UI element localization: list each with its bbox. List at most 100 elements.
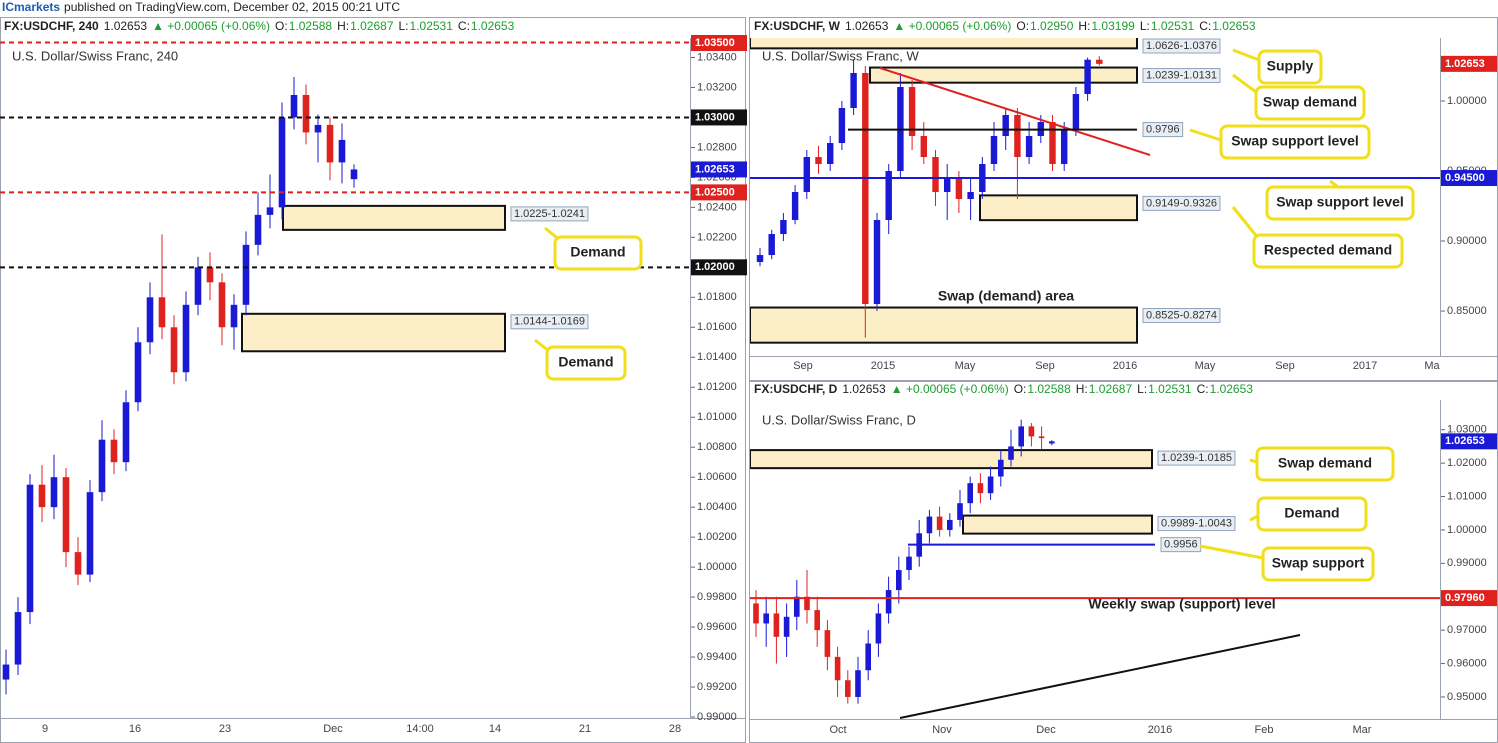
- callout-connector: [1232, 48, 1260, 62]
- y-tick-label: 1.00000: [1447, 95, 1487, 107]
- callout-connector: [1231, 206, 1260, 239]
- candle-body: [873, 220, 881, 305]
- callout-box: [1257, 49, 1323, 85]
- y-tick-label: 1.01000: [1447, 490, 1487, 502]
- candle-body: [895, 570, 902, 591]
- zone-label-box: [510, 314, 589, 330]
- callout-text: Swap demand: [1278, 455, 1372, 471]
- price-change: ▲ +0.00065 (+0.06%): [152, 19, 270, 33]
- publisher: ICmarkets: [2, 0, 60, 14]
- candle-body: [987, 476, 994, 494]
- y-tick-label: 0.85000: [1447, 305, 1487, 317]
- candle-body: [768, 234, 775, 256]
- zone: [962, 514, 1153, 535]
- y-tick-label: 1.03200: [697, 81, 737, 93]
- ohlc-label: C:: [1197, 382, 1209, 396]
- zone-label: 1.0225-1.0241: [514, 208, 585, 220]
- candle-body: [1002, 115, 1009, 137]
- candle-body: [1025, 136, 1033, 158]
- candle-body: [977, 483, 984, 494]
- caption: published on TradingView.com, December 0…: [64, 0, 400, 14]
- candle-body: [875, 613, 882, 644]
- zone: [241, 312, 506, 353]
- axis-price-label: 1.02500: [695, 186, 735, 198]
- y-tick-label: 1.01000: [697, 411, 737, 423]
- candle-body: [793, 596, 800, 617]
- annotation: Swap (demand) area: [938, 288, 1074, 304]
- ohlc-value: 1.02950: [1030, 19, 1074, 33]
- candle-body: [50, 477, 58, 508]
- callout-connector: [1232, 73, 1257, 94]
- candle-body: [1008, 446, 1014, 460]
- y-tick-label: 0.90000: [1447, 235, 1487, 247]
- y-tick-label: 0.97000: [1447, 624, 1487, 636]
- y-tick-label: 1.00600: [697, 471, 737, 483]
- ohlc-label: O:: [1016, 19, 1029, 33]
- callout-text: Demand: [570, 244, 625, 260]
- x-tick-label: 2016: [1148, 724, 1172, 736]
- x-tick-label: Dec: [323, 723, 343, 735]
- x-tick-label: 14:00: [406, 723, 434, 735]
- candle-body: [146, 297, 154, 343]
- x-tick-label: Oct: [829, 724, 846, 736]
- current-price-label: 1.02653: [1445, 435, 1485, 447]
- ohlc-value: 1.02653: [471, 19, 515, 33]
- x-tick-label: Mar: [1353, 724, 1372, 736]
- candle-body: [134, 342, 142, 403]
- callout-text: Swap support: [1272, 555, 1365, 571]
- y-tick-label: 1.03000: [1447, 424, 1487, 436]
- zone-label: 1.0626-1.0376: [1146, 40, 1217, 52]
- candle-body: [885, 590, 892, 614]
- candle-body: [14, 612, 22, 665]
- callout-box: [1252, 233, 1404, 269]
- candle-body: [194, 267, 202, 305]
- candle-body: [122, 402, 130, 463]
- x-tick-label: May: [1195, 360, 1216, 372]
- candle-body: [1072, 94, 1080, 130]
- ohlc-label: O:: [1014, 382, 1027, 396]
- candle-body: [254, 214, 262, 245]
- candle-body: [756, 255, 764, 263]
- candle-body: [936, 516, 943, 530]
- y-tick-label: 1.00800: [697, 441, 737, 453]
- ohlc-label: H:: [1076, 382, 1088, 396]
- y-tick-label: 0.99000: [697, 711, 737, 723]
- candle-body: [815, 157, 822, 165]
- ohlc-value: 1.02588: [289, 19, 333, 33]
- ohlc-value: 1.02653: [1210, 382, 1254, 396]
- zone-label-box: [510, 206, 589, 222]
- zone-label: 1.0144-1.0169: [514, 316, 585, 328]
- candle-body: [1018, 426, 1025, 447]
- candle-body: [74, 552, 82, 575]
- axis-price-label: 1.03000: [695, 111, 735, 123]
- x-tick-label: May: [955, 360, 976, 372]
- candle-body: [862, 73, 869, 305]
- x-tick-label: 2016: [1113, 360, 1137, 372]
- symbol: FX:USDCHF, W: [754, 19, 841, 33]
- axis-price-box: [1441, 590, 1497, 607]
- plot-area: [750, 419, 1440, 719]
- callout-box: [1255, 446, 1395, 482]
- candle-body: [780, 220, 787, 235]
- candle-body: [314, 124, 322, 133]
- ohlc-label: H:: [1078, 19, 1090, 33]
- candle-body: [990, 136, 998, 165]
- candle-body: [218, 282, 226, 328]
- y-tick-label: 0.99800: [697, 591, 737, 603]
- candle-body: [86, 492, 94, 575]
- candle-body: [1084, 59, 1091, 95]
- callout-box: [1261, 546, 1375, 582]
- x-tick-label: Sep: [1035, 360, 1055, 372]
- level-tag: 0.9956: [1164, 539, 1198, 551]
- last-price: 1.02653: [845, 19, 889, 33]
- candle-body: [350, 169, 358, 180]
- candle-body: [1028, 426, 1035, 437]
- ohlc-value: 1.02531: [410, 19, 454, 33]
- candle-body: [62, 477, 70, 553]
- x-tick-label: 2015: [871, 360, 895, 372]
- callout-box: [545, 345, 627, 381]
- axis-price-box: [691, 109, 747, 126]
- candle-body: [926, 516, 933, 534]
- ohlc-value: 1.03199: [1091, 19, 1135, 33]
